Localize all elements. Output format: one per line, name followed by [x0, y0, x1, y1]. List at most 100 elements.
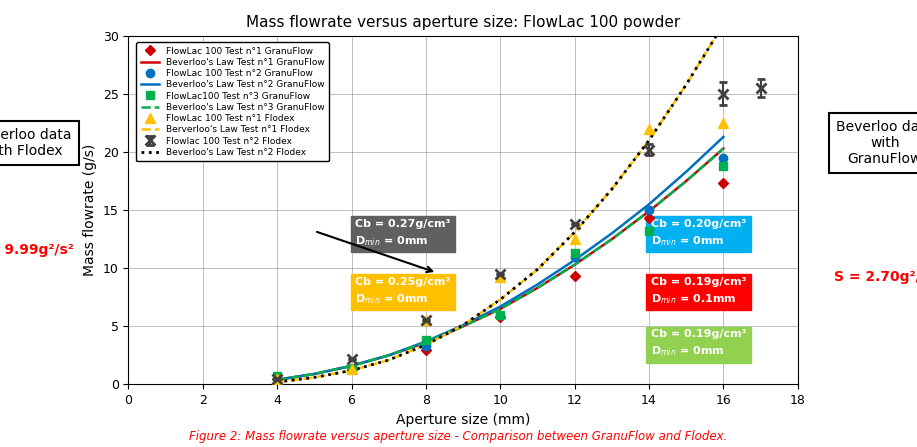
Beverloo's Law Test n°2 GranuFlow: [680, 169, 691, 174]
Berverloo's Law Test n°1 Flodex: [495, 297, 506, 302]
Beverloo's Law Test n°2 Flodex: [458, 322, 469, 328]
FlowLac 100 Test n°1 Flodex: [718, 120, 729, 126]
FlowLac100 Test n°3 GranuFlow: [346, 367, 357, 372]
Beverloo's Law Test n°3 GranuFlow: [606, 236, 617, 242]
Y-axis label: Mass flowrate (g/s): Mass flowrate (g/s): [83, 144, 97, 276]
Berverloo's Law Test n°1 Flodex: [458, 322, 469, 328]
Berverloo's Law Test n°1 Flodex: [383, 357, 394, 363]
Beverloo's Law Test n°3 GranuFlow: [680, 178, 691, 184]
FlowLac 100 Test n°1 Flodex: [495, 275, 506, 280]
FlowLac 100 Test n°1 Flodex: [271, 376, 282, 381]
FlowLac100 Test n°3 GranuFlow: [420, 337, 431, 343]
Line: Beverloo's Law Test n°2 GranuFlow: Beverloo's Law Test n°2 GranuFlow: [277, 137, 724, 380]
FlowLac 100 Test n°1 Flodex: [569, 236, 580, 242]
Berverloo's Law Test n°1 Flodex: [606, 186, 617, 192]
Beverloo's Law Test n°1 GranuFlow: [271, 377, 282, 383]
Beverloo's Law Test n°1 GranuFlow: [383, 353, 394, 358]
Line: Beverloo's Law Test n°2 Flodex: Beverloo's Law Test n°2 Flodex: [277, 0, 760, 382]
Line: Beverloo's Law Test n°3 GranuFlow: Beverloo's Law Test n°3 GranuFlow: [277, 148, 724, 380]
FlowLac100 Test n°3 GranuFlow: [644, 228, 655, 234]
Beverloo's Law Test n°2 Flodex: [532, 267, 543, 272]
FlowLac100 Test n°3 GranuFlow: [495, 312, 506, 317]
Beverloo's Law Test n°1 GranuFlow: [680, 178, 691, 184]
Text: Cb = 0.20g/cm³
D$_{min}$ = 0mm: Cb = 0.20g/cm³ D$_{min}$ = 0mm: [651, 219, 746, 248]
Beverloo's Law Test n°2 Flodex: [644, 138, 655, 143]
Beverloo's Law Test n°3 GranuFlow: [532, 285, 543, 291]
Beverloo's Law Test n°3 GranuFlow: [458, 324, 469, 329]
Beverloo's Law Test n°2 Flodex: [346, 368, 357, 373]
Berverloo's Law Test n°1 Flodex: [644, 138, 655, 143]
Line: FlowLac 100 Test n°1 GranuFlow: FlowLac 100 Test n°1 GranuFlow: [273, 180, 727, 382]
Beverloo's Law Test n°2 Flodex: [420, 342, 431, 348]
Beverloo's Law Test n°1 GranuFlow: [309, 371, 320, 377]
Line: Beverloo's Law Test n°1 GranuFlow: Beverloo's Law Test n°1 GranuFlow: [277, 148, 724, 380]
Beverloo's Law Test n°2 Flodex: [718, 21, 729, 27]
FlowLac 100 Test n°2 GranuFlow: [346, 367, 357, 372]
Beverloo's Law Test n°3 GranuFlow: [569, 262, 580, 267]
FlowLac 100 Test n°2 GranuFlow: [718, 155, 729, 160]
Beverloo's Law Test n°1 GranuFlow: [532, 285, 543, 291]
Text: Beverloo data
with
GranuFlow: Beverloo data with GranuFlow: [836, 120, 917, 166]
Text: Figure 2: Mass flowrate versus aperture size - Comparison between GranuFlow and : Figure 2: Mass flowrate versus aperture …: [189, 430, 728, 443]
FlowLac 100 Test n°1 GranuFlow: [495, 314, 506, 320]
Berverloo's Law Test n°1 Flodex: [271, 380, 282, 385]
Beverloo's Law Test n°3 GranuFlow: [495, 306, 506, 312]
Beverloo's Law Test n°2 GranuFlow: [644, 202, 655, 207]
Beverloo's Law Test n°2 Flodex: [606, 186, 617, 192]
Text: S = 2.70g²/s²: S = 2.70g²/s²: [834, 270, 917, 284]
Berverloo's Law Test n°1 Flodex: [680, 82, 691, 87]
Beverloo's Law Test n°2 GranuFlow: [495, 304, 506, 309]
Berverloo's Law Test n°1 Flodex: [309, 375, 320, 380]
Title: Mass flowrate versus aperture size: FlowLac 100 powder: Mass flowrate versus aperture size: Flow…: [246, 16, 680, 30]
FlowLac 100 Test n°2 GranuFlow: [271, 376, 282, 381]
FlowLac 100 Test n°2 GranuFlow: [569, 254, 580, 259]
Berverloo's Law Test n°1 Flodex: [420, 342, 431, 348]
FlowLac 100 Test n°2 GranuFlow: [495, 312, 506, 317]
Beverloo's Law Test n°2 GranuFlow: [309, 371, 320, 377]
Text: Cb = 0.19g/cm³
D$_{min}$ = 0mm: Cb = 0.19g/cm³ D$_{min}$ = 0mm: [651, 329, 746, 358]
Berverloo's Law Test n°1 Flodex: [346, 368, 357, 373]
Beverloo's Law Test n°2 Flodex: [309, 375, 320, 380]
Beverloo's Law Test n°2 GranuFlow: [718, 134, 729, 139]
FlowLac 100 Test n°1 GranuFlow: [271, 376, 282, 381]
Beverloo's Law Test n°3 GranuFlow: [420, 340, 431, 345]
Line: FlowLac 100 Test n°1 Flodex: FlowLac 100 Test n°1 Flodex: [272, 118, 728, 384]
Beverloo's Law Test n°1 GranuFlow: [420, 340, 431, 345]
Beverloo's Law Test n°3 GranuFlow: [644, 209, 655, 214]
Legend: FlowLac 100 Test n°1 GranuFlow, Beverloo's Law Test n°1 GranuFlow, FlowLac 100 T: FlowLac 100 Test n°1 GranuFlow, Beverloo…: [137, 42, 329, 161]
Beverloo's Law Test n°1 GranuFlow: [495, 306, 506, 312]
Beverloo's Law Test n°2 Flodex: [680, 82, 691, 87]
FlowLac 100 Test n°1 Flodex: [644, 126, 655, 131]
Beverloo's Law Test n°3 GranuFlow: [346, 363, 357, 368]
Text: S = 9.99g²/s²: S = 9.99g²/s²: [0, 243, 73, 257]
Beverloo's Law Test n°2 GranuFlow: [271, 377, 282, 383]
Beverloo's Law Test n°1 GranuFlow: [569, 262, 580, 267]
Beverloo's Law Test n°2 GranuFlow: [458, 322, 469, 328]
Beverloo's Law Test n°1 GranuFlow: [346, 363, 357, 368]
FlowLac 100 Test n°2 GranuFlow: [420, 343, 431, 349]
Line: FlowLac 100 Test n°2 GranuFlow: FlowLac 100 Test n°2 GranuFlow: [273, 154, 727, 383]
FlowLac 100 Test n°1 Flodex: [420, 318, 431, 323]
Beverloo's Law Test n°2 GranuFlow: [606, 231, 617, 236]
Line: FlowLac100 Test n°3 GranuFlow: FlowLac100 Test n°3 GranuFlow: [273, 162, 727, 380]
Beverloo's Law Test n°2 Flodex: [271, 380, 282, 385]
FlowLac 100 Test n°1 Flodex: [346, 367, 357, 372]
Beverloo's Law Test n°3 GranuFlow: [383, 353, 394, 358]
Beverloo's Law Test n°2 GranuFlow: [532, 282, 543, 287]
Line: Berverloo's Law Test n°1 Flodex: Berverloo's Law Test n°1 Flodex: [277, 0, 760, 382]
Beverloo's Law Test n°2 Flodex: [383, 357, 394, 363]
Beverloo's Law Test n°1 GranuFlow: [718, 146, 729, 151]
Berverloo's Law Test n°1 Flodex: [532, 267, 543, 272]
Berverloo's Law Test n°1 Flodex: [569, 229, 580, 235]
Beverloo's Law Test n°3 GranuFlow: [271, 377, 282, 383]
FlowLac 100 Test n°2 GranuFlow: [644, 207, 655, 213]
FlowLac 100 Test n°1 GranuFlow: [346, 367, 357, 372]
Beverloo's Law Test n°2 Flodex: [495, 297, 506, 302]
FlowLac 100 Test n°1 GranuFlow: [644, 215, 655, 221]
Text: Cb = 0.19g/cm³
D$_{min}$ = 0.1mm: Cb = 0.19g/cm³ D$_{min}$ = 0.1mm: [651, 277, 746, 306]
Berverloo's Law Test n°1 Flodex: [718, 21, 729, 27]
FlowLac 100 Test n°1 GranuFlow: [569, 274, 580, 279]
Beverloo's Law Test n°2 GranuFlow: [420, 339, 431, 344]
Text: Beverloo data
with Flodex: Beverloo data with Flodex: [0, 128, 72, 158]
Beverloo's Law Test n°3 GranuFlow: [718, 146, 729, 151]
